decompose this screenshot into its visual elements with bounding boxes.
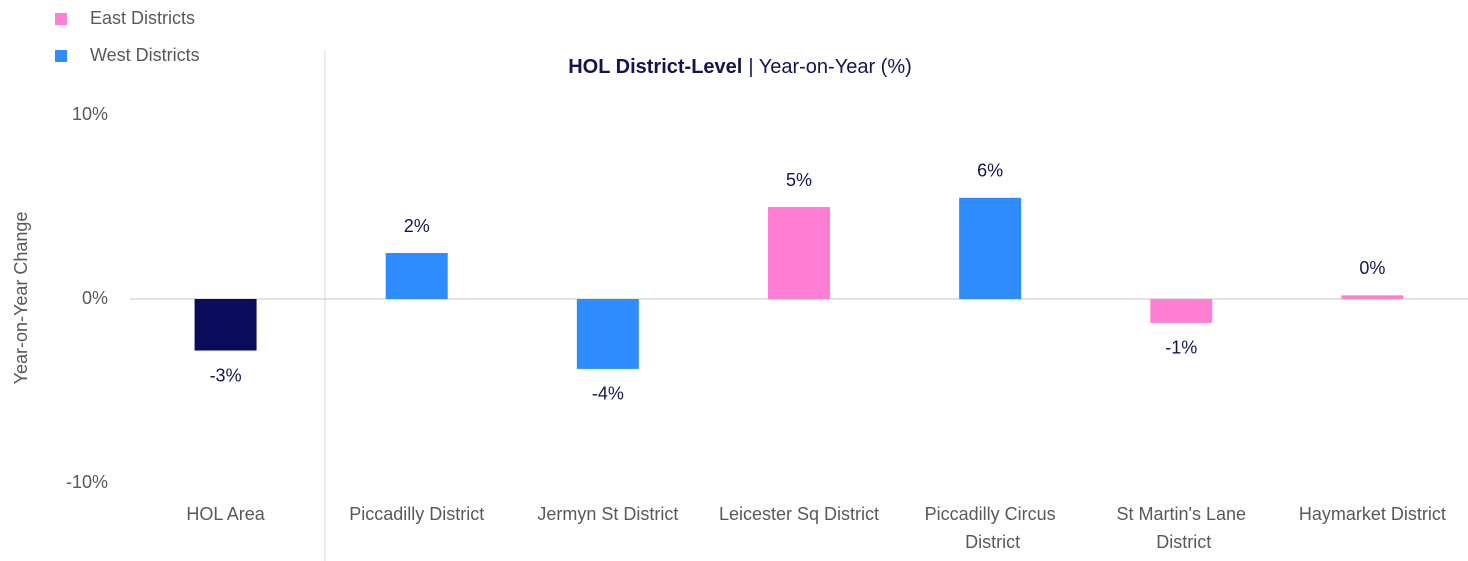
x-tick-label: Leicester Sq District xyxy=(719,504,879,524)
bar xyxy=(194,299,257,351)
legend-swatch xyxy=(55,13,67,25)
bar xyxy=(959,197,1022,299)
x-tick-label: St Martin's Lane District xyxy=(1117,504,1247,552)
value-label: 2% xyxy=(404,216,430,236)
x-tick-label: Piccadilly Circus District xyxy=(925,504,1056,552)
value-label: 5% xyxy=(786,170,812,190)
x-tick-label: Jermyn St District xyxy=(537,504,678,524)
y-axis-label: Year-on-Year Change xyxy=(11,212,31,385)
x-tick-label: Haymarket District xyxy=(1299,504,1446,524)
bar xyxy=(768,207,830,299)
value-label: 0% xyxy=(1359,258,1385,278)
x-tick-label: HOL Area xyxy=(186,504,265,524)
y-tick-label: -10% xyxy=(66,472,108,492)
bar xyxy=(576,299,639,369)
bar xyxy=(385,253,448,299)
value-label: 6% xyxy=(977,161,1003,181)
legend-swatch xyxy=(55,50,67,62)
y-tick-label: 10% xyxy=(72,104,108,124)
legend-label: West Districts xyxy=(90,45,200,65)
legend-label: East Districts xyxy=(90,8,195,28)
bar xyxy=(1150,299,1213,323)
chart-title: HOL District-Level | Year-on-Year (%) xyxy=(568,56,912,78)
x-tick-label: Piccadilly District xyxy=(349,504,484,524)
bar xyxy=(1341,295,1404,299)
value-label: -4% xyxy=(592,384,624,404)
y-tick-label: 0% xyxy=(82,288,108,308)
title-main: HOL District-Level xyxy=(568,56,742,78)
title-sub: | Year-on-Year (%) xyxy=(748,56,911,78)
value-label: -1% xyxy=(1165,338,1197,358)
value-label: -3% xyxy=(210,365,242,385)
